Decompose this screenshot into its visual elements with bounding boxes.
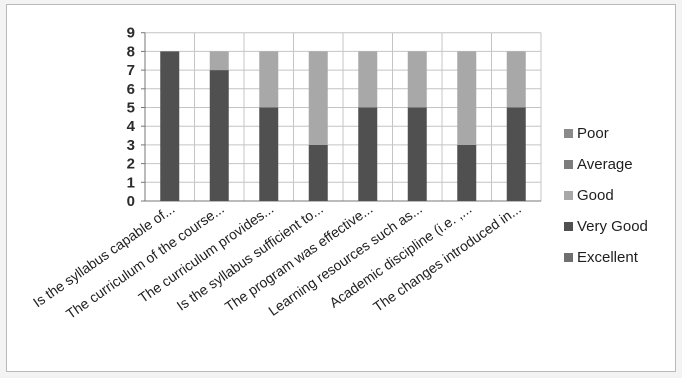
legend-swatch-good	[564, 191, 573, 200]
y-tick-label-8: 8	[127, 43, 135, 60]
y-tick-label-7: 7	[127, 62, 135, 79]
legend-label-good: Good	[577, 187, 614, 204]
legend-label-poor: Poor	[577, 125, 609, 142]
y-tick-label-4: 4	[127, 118, 136, 135]
x-axis-labels: Is the syllabus capable of...The curricu…	[30, 200, 524, 322]
legend-item-excellent: Excellent	[564, 249, 639, 266]
bar-very-good-4	[308, 144, 328, 201]
legend-swatch-excellent	[564, 253, 573, 262]
legend-item-average: Average	[564, 156, 633, 173]
legend-swatch-very-good	[564, 222, 573, 231]
bar-very-good-3	[259, 107, 279, 201]
bar-good-3	[259, 51, 279, 108]
bar-good-8	[506, 51, 526, 108]
bar-very-good-1	[160, 51, 180, 202]
y-tick-label-0: 0	[127, 193, 135, 210]
y-tick-label-9: 9	[127, 25, 135, 42]
y-tick-label-1: 1	[127, 174, 135, 191]
legend-item-very-good: Very Good	[564, 218, 648, 235]
y-tick-label-5: 5	[127, 100, 135, 117]
y-tick-label-3: 3	[127, 137, 135, 154]
legend-swatch-average	[564, 160, 573, 169]
bar-very-good-6	[407, 107, 427, 201]
gridlines	[144, 32, 542, 202]
bar-good-4	[308, 51, 328, 145]
legend-swatch-poor	[564, 129, 573, 138]
legend: Poor Average Good Very Good Excellent	[564, 125, 648, 266]
bar-good-7	[457, 51, 477, 145]
bar-very-good-7	[457, 144, 477, 201]
legend-label-very-good: Very Good	[577, 218, 648, 235]
bar-very-good-2	[209, 70, 229, 201]
bar-very-good-5	[358, 107, 378, 201]
legend-item-poor: Poor	[564, 125, 609, 142]
bar-good-6	[407, 51, 427, 108]
axes	[141, 32, 541, 202]
legend-label-average: Average	[577, 156, 633, 173]
y-tick-label-6: 6	[127, 81, 135, 98]
bar-good-2	[209, 51, 229, 71]
legend-item-good: Good	[564, 187, 614, 204]
y-tick-label-2: 2	[127, 156, 135, 173]
legend-label-excellent: Excellent	[577, 249, 639, 266]
bar-good-5	[358, 51, 378, 108]
bar-very-good-8	[506, 107, 526, 201]
bars	[160, 51, 526, 202]
